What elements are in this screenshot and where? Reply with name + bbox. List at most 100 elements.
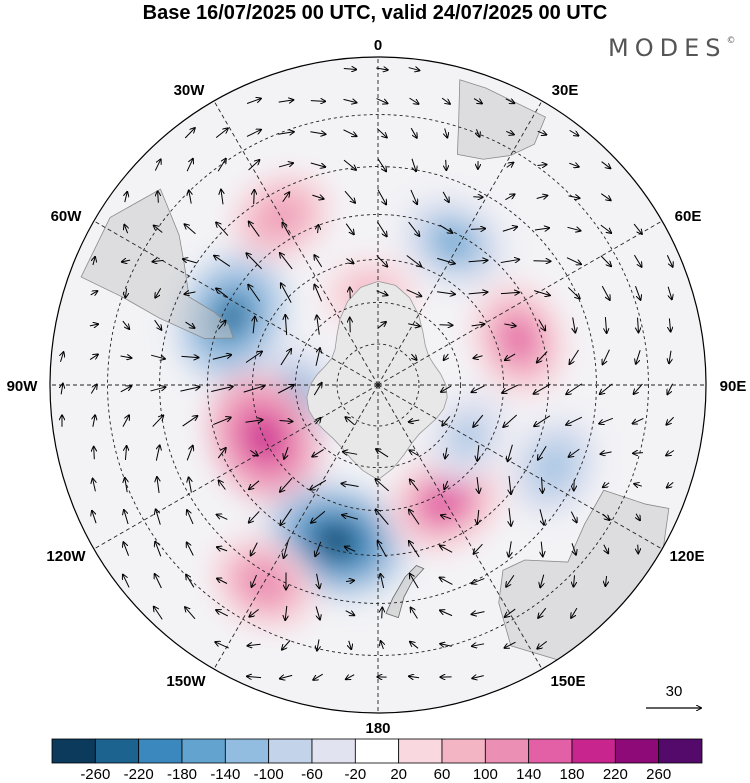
wind-vector (89, 324, 98, 326)
wind-vector (505, 608, 516, 617)
wind-vector (251, 542, 258, 556)
wind-vector (278, 132, 294, 134)
wind-vector (636, 513, 640, 520)
wind-vector (216, 610, 229, 617)
colorbar-swatch (484, 738, 530, 764)
wind-vector (537, 131, 547, 134)
wind-vector (539, 509, 544, 525)
wind-vector (216, 288, 229, 298)
colorbar-tick-label: 220 (603, 766, 628, 783)
wind-vector (343, 99, 357, 102)
lon-label-30w: 30W (174, 82, 206, 99)
wind-vector (90, 291, 98, 295)
wind-vector (125, 192, 127, 203)
wind-vector (90, 385, 96, 394)
wind-vector (538, 446, 547, 459)
wind-vector (93, 479, 96, 492)
lon-label-90e: 90E (720, 378, 747, 395)
wind-vector (217, 579, 228, 584)
meridian-line (377, 384, 663, 550)
wind-vector (667, 383, 674, 394)
anomaly-positive-ross-3 (248, 419, 280, 457)
wind-vector (280, 349, 291, 366)
wind-vector (187, 542, 194, 556)
wind-vector (506, 163, 514, 168)
wind-vector (406, 255, 421, 267)
wind-vector (375, 479, 389, 492)
wind-vector (345, 417, 355, 426)
wind-vector (249, 480, 260, 489)
wind-vector (217, 515, 228, 520)
wind-vector (500, 292, 519, 293)
wind-vector (477, 477, 479, 493)
wind-vector (377, 189, 386, 205)
wind-vector (534, 290, 550, 296)
latitude-circle (107, 114, 649, 656)
wind-vector (186, 575, 195, 588)
wind-vector (314, 285, 323, 302)
colorbar-swatch (181, 738, 226, 764)
wind-vector (313, 383, 321, 396)
wind-vector (599, 417, 614, 423)
wind-vector (155, 288, 162, 297)
wind-vector (216, 222, 229, 236)
colorbar-swatch (354, 738, 400, 764)
colorbar-swatch (224, 738, 270, 764)
wind-vector (249, 222, 260, 237)
wind-vector (509, 541, 512, 556)
wind-vector (217, 448, 226, 459)
wind-vector (221, 190, 223, 205)
wind-vector (569, 129, 579, 135)
map-border (49, 56, 707, 714)
wind-vector (567, 227, 581, 230)
wind-vector (246, 130, 261, 137)
colorbar-tick-label: -100 (254, 766, 284, 783)
wind-vector (278, 100, 294, 102)
wind-vector (378, 541, 387, 558)
wind-vector (245, 351, 262, 363)
wind-vector (253, 317, 255, 334)
wind-vector (504, 641, 516, 648)
wind-vector (500, 259, 519, 262)
wind-vector (605, 575, 606, 586)
wind-vector (509, 508, 511, 526)
wind-vector (315, 606, 320, 619)
wind-vector (470, 229, 485, 230)
wind-vector (636, 350, 641, 364)
wind-vector (603, 483, 610, 487)
wind-vector (120, 356, 132, 358)
wind-vector (345, 611, 355, 616)
wind-vector (411, 608, 418, 619)
wind-vector (669, 350, 671, 363)
wind-vector (570, 511, 576, 523)
wind-vector (158, 191, 159, 203)
wind-vector (280, 477, 293, 492)
wind-vector (247, 676, 262, 677)
latitude-circle (336, 343, 420, 427)
wind-vector (314, 255, 323, 268)
colorbar-swatch (571, 738, 616, 764)
wind-vector (468, 260, 488, 261)
colorbar-tick-label: 140 (516, 766, 541, 783)
wind-vector (573, 317, 576, 332)
wind-vector (476, 129, 479, 136)
wind-vector (243, 386, 265, 393)
wind-vector (189, 190, 191, 204)
wind-vector (346, 675, 355, 680)
colorbar-swatch (51, 738, 96, 764)
colorbar-tick-label: -60 (301, 766, 323, 783)
wind-vector (409, 676, 420, 678)
wind-vector (604, 544, 608, 554)
colorbar-swatch (398, 738, 443, 764)
wind-vector (123, 542, 130, 556)
wind-vector (503, 414, 518, 427)
wind-vector (569, 349, 579, 364)
colorbar-tick-label: -140 (210, 766, 240, 783)
wind-vector (217, 159, 226, 172)
wind-vector (445, 447, 447, 459)
anomaly-negative-australia-3 (541, 452, 566, 482)
lon-label-0: 0 (374, 37, 382, 54)
wind-vector (317, 315, 320, 335)
wind-vector (282, 640, 291, 649)
